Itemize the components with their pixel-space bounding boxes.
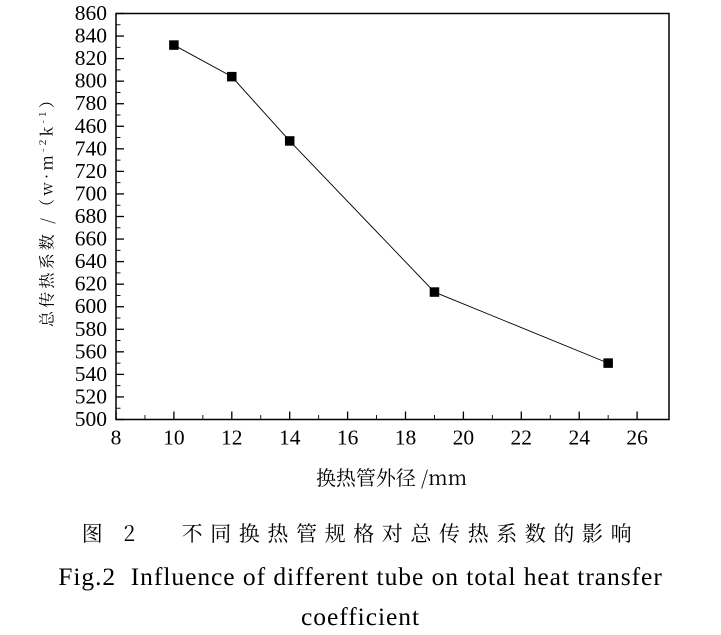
svg-text:8: 8 [111, 426, 122, 450]
svg-text:520: 520 [75, 384, 107, 408]
svg-text:860: 860 [75, 1, 107, 25]
svg-text:640: 640 [75, 249, 107, 273]
svg-text:620: 620 [75, 272, 107, 296]
svg-text:500: 500 [75, 407, 107, 431]
svg-text:600: 600 [75, 294, 107, 318]
svg-text:580: 580 [75, 317, 107, 341]
svg-text:560: 560 [75, 339, 107, 363]
svg-text:820: 820 [75, 46, 107, 70]
svg-text:10: 10 [163, 426, 185, 450]
svg-text:22: 22 [511, 426, 533, 450]
svg-text:20: 20 [453, 426, 475, 450]
svg-text:18: 18 [395, 426, 417, 450]
svg-text:460: 460 [75, 114, 107, 138]
svg-text:660: 660 [75, 227, 107, 251]
svg-text:16: 16 [337, 426, 359, 450]
svg-text:740: 740 [75, 136, 107, 160]
svg-text:24: 24 [568, 426, 590, 450]
svg-text:12: 12 [221, 426, 243, 450]
svg-text:780: 780 [75, 91, 107, 115]
svg-text:800: 800 [75, 69, 107, 93]
svg-text:720: 720 [75, 159, 107, 183]
svg-text:700: 700 [75, 181, 107, 205]
svg-text:840: 840 [75, 24, 107, 48]
svg-text:680: 680 [75, 204, 107, 228]
svg-text:14: 14 [279, 426, 301, 450]
svg-text:26: 26 [626, 426, 648, 450]
svg-text:540: 540 [75, 362, 107, 386]
